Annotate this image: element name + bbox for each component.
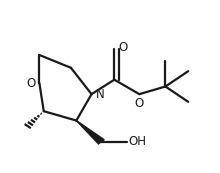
Text: O: O: [26, 77, 35, 90]
Polygon shape: [76, 121, 104, 144]
Text: N: N: [96, 88, 104, 101]
Text: OH: OH: [128, 135, 146, 148]
Text: O: O: [118, 41, 128, 54]
Text: O: O: [135, 97, 144, 110]
